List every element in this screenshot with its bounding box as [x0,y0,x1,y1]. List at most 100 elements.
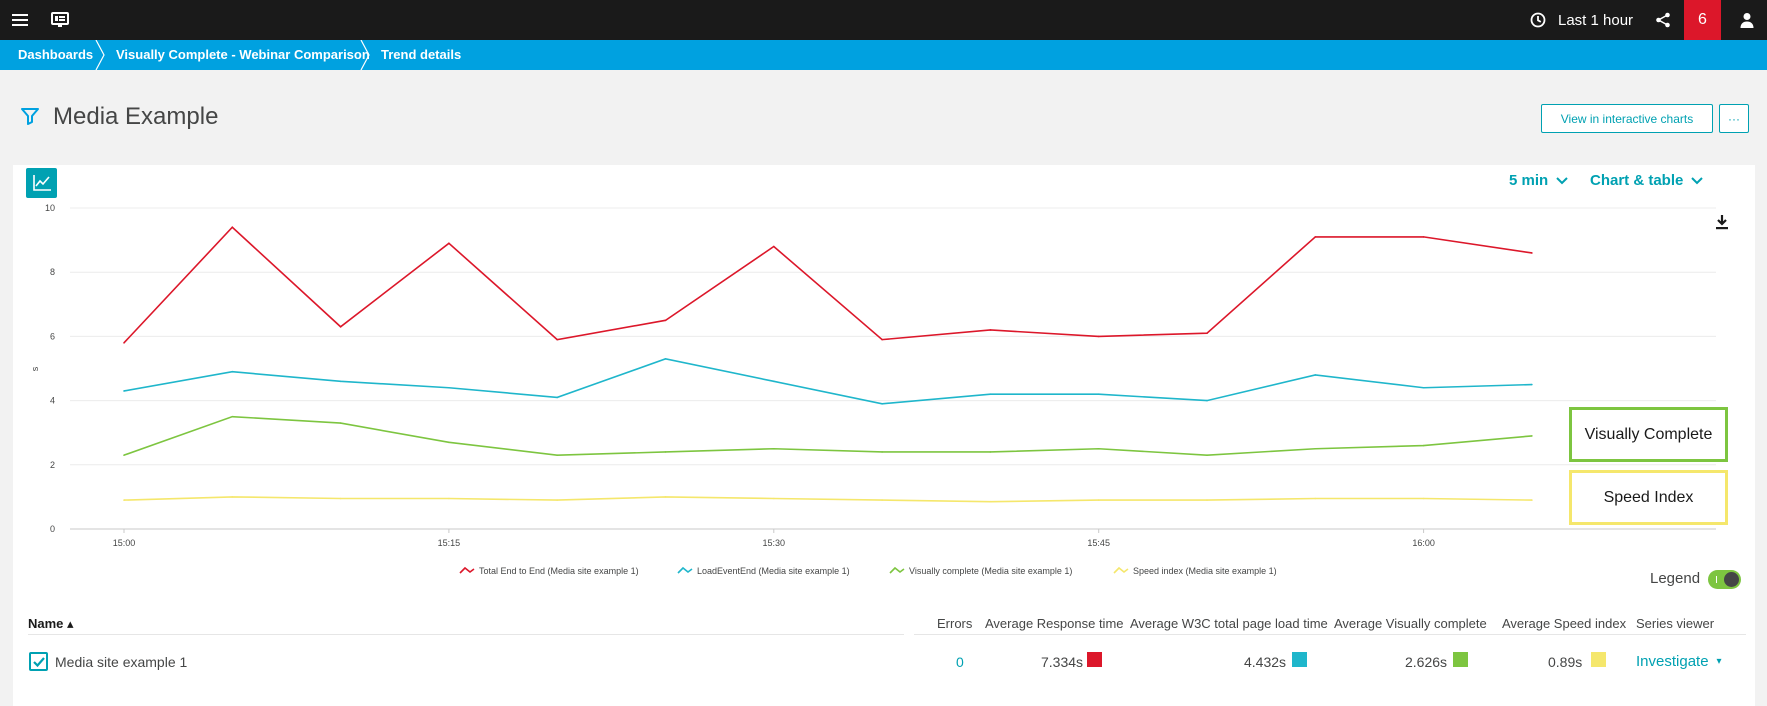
col-avg-speed-header[interactable]: Average Speed index [1502,616,1627,631]
data-point [448,441,450,444]
data-point [664,451,667,453]
col-name-header[interactable]: Name ▴ [28,616,74,631]
more-options-button[interactable]: ··· [1719,104,1749,133]
download-icon[interactable] [1714,214,1730,230]
col-series-viewer-header: Series viewer [1636,616,1715,631]
timeframe-label: Last 1 hour [1558,11,1634,29]
row-errors[interactable]: 0 [956,654,964,670]
data-point [664,319,667,322]
x-tick-label: 15:00 [113,538,136,548]
data-point [989,329,992,331]
row-name: Media site example 1 [55,654,188,670]
legend-item: Visually complete (Media site example 1) [909,566,1072,576]
data-point [448,242,450,245]
col-errors-header[interactable]: Errors [937,616,973,631]
data-point [1422,386,1425,389]
data-point [123,499,125,501]
y-tick-label: 4 [50,396,55,406]
chart-panel [13,165,1755,706]
data-point [339,497,342,500]
data-point [448,497,450,500]
legend-item: Total End to End (Media site example 1) [479,566,639,576]
speed-swatch [1591,652,1606,667]
legend-swatch [459,566,475,574]
breadcrumb-separator-icon [95,40,105,70]
col-avg-visual-header[interactable]: Average Visually complete [1334,616,1487,631]
data-point [1531,252,1533,254]
breadcrumb-dashboards[interactable]: Dashboards [18,47,94,62]
col-avg-response-header[interactable]: Average Response time [985,616,1124,631]
data-point [448,386,450,389]
timeframe-selector[interactable]: Last 1 hour [1530,0,1633,40]
data-point [664,358,667,360]
hamburger-icon[interactable] [0,0,40,40]
share-icon[interactable] [1643,0,1683,40]
data-point [556,338,558,341]
data-point [231,415,234,418]
legend-swatch [1113,566,1129,574]
chevron-down-icon [1556,176,1568,184]
series-line-3 [123,496,1532,503]
data-point [556,499,558,501]
view-mode-dropdown[interactable]: Chart & table [1590,172,1704,189]
data-point [1206,499,1208,501]
data-point [1314,374,1317,376]
y-tick-label: 8 [50,267,55,277]
data-point [1097,393,1100,395]
x-tick-label: 16:00 [1412,538,1435,548]
data-point [881,403,883,405]
y-tick-label: 10 [45,203,55,213]
data-point [989,393,992,395]
legend-item: LoadEventEnd (Media site example 1) [697,566,850,576]
breadcrumb-separator-icon [360,40,370,70]
user-icon[interactable] [1727,0,1767,40]
filter-icon [21,108,39,125]
series-line-2 [123,415,1532,456]
load-swatch [1292,652,1307,667]
col-avg-w3c-header[interactable]: Average W3C total page load time [1130,616,1328,631]
data-point [989,451,992,453]
x-tick-label: 15:15 [438,538,461,548]
data-point [1531,499,1533,501]
data-point [773,447,775,450]
dashboard-icon[interactable] [40,0,80,40]
data-point [123,342,125,344]
data-point [1314,447,1317,450]
data-point [881,451,883,453]
data-point [339,422,342,424]
investigate-link[interactable]: Investigate ▾ [1636,653,1722,670]
data-point [231,226,234,229]
y-axis-label: s [30,366,40,371]
y-tick-label: 0 [50,524,55,534]
data-point [1531,435,1533,437]
row-avg-visual: 2.626s [1405,654,1448,670]
problems-badge[interactable]: 6 [1684,0,1721,40]
data-point [1314,497,1317,500]
data-point [773,245,775,248]
view-interactive-charts-button[interactable]: View in interactive charts [1541,104,1713,133]
data-point [231,496,234,498]
row-avg-speed: 0.89s [1548,654,1583,670]
legend-swatch [677,566,693,574]
legend-toggle-label: Legend [1650,570,1701,587]
series-line-0 [123,226,1533,344]
data-point [1422,497,1425,500]
data-point [123,390,125,392]
page-title: Media Example [53,103,219,130]
problems-count: 6 [1698,11,1707,28]
visual-swatch [1453,652,1468,667]
data-point [773,380,775,383]
chevron-down-icon [1691,176,1704,184]
investigate-label: Investigate [1636,653,1709,670]
data-point [881,338,883,341]
legend-item: Speed index (Media site example 1) [1133,566,1277,576]
callout-visually-complete: Visually Complete [1569,407,1728,462]
data-point [1206,399,1208,402]
resolution-dropdown[interactable]: 5 min [1509,172,1568,189]
legend-toggle[interactable] [1708,570,1741,589]
row-checkbox[interactable] [29,652,48,671]
breadcrumb-dashboard[interactable]: Visually Complete - Webinar Comparison [116,47,370,62]
y-tick-label: 6 [50,331,55,341]
data-point [881,499,883,501]
